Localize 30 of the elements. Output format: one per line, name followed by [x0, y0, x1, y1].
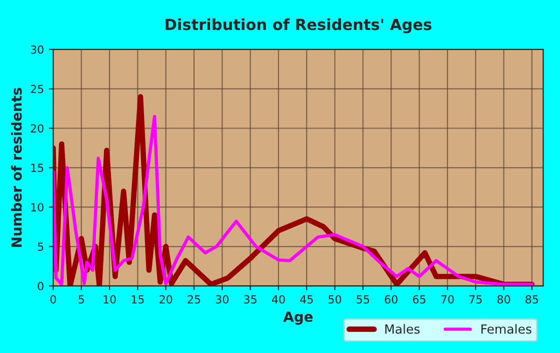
y-axis-title: Number of residents — [11, 88, 22, 247]
x-tick-label: 75 — [469, 295, 482, 304]
x-tick-label: 45 — [300, 295, 313, 304]
x-tick-label: 70 — [441, 295, 454, 304]
x-tick-label: 30 — [216, 295, 228, 304]
y-tick-label: 10 — [31, 203, 44, 212]
y-tick-label: 30 — [30, 45, 44, 54]
x-tick-label: 85 — [526, 295, 538, 304]
legend-label: Males — [385, 324, 420, 334]
x-axis-title: Age — [283, 312, 313, 325]
y-tick-label: 0 — [38, 282, 44, 290]
x-tick-label: 15 — [132, 295, 144, 304]
x-tick-label: 25 — [188, 295, 200, 304]
x-tick-label: 55 — [356, 295, 370, 304]
chart-title: Distribution of Residents' Ages — [166, 18, 432, 34]
x-tick-label: 0 — [50, 295, 56, 304]
y-tick-label: 20 — [30, 124, 44, 133]
x-tick-label: 35 — [244, 295, 256, 304]
x-tick-label: 40 — [272, 295, 285, 304]
x-tick-label: 60 — [384, 295, 398, 304]
y-tick-label: 5 — [38, 242, 44, 251]
legend-label: Females — [481, 324, 532, 334]
x-tick-label: 65 — [413, 295, 426, 304]
x-tick-label: 20 — [160, 295, 172, 304]
x-tick-label: 50 — [328, 295, 342, 304]
y-tick-label: 25 — [30, 84, 44, 94]
y-tick-label: 15 — [31, 164, 44, 172]
x-tick-label: 5 — [78, 295, 84, 304]
x-tick-label: 10 — [104, 295, 116, 304]
x-tick-label: 80 — [497, 295, 510, 304]
